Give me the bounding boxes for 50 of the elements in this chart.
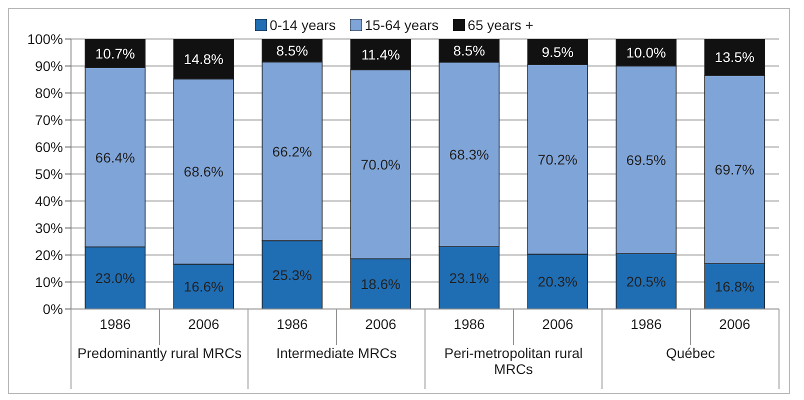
y-tick-label: 0% (42, 300, 63, 317)
y-tick-label: 100% (27, 30, 63, 47)
legend-label: 15-64 years (364, 17, 439, 33)
y-tick-label: 30% (34, 220, 63, 236)
data-label: 20.5% (626, 273, 666, 290)
x-tick-label: 1986 (630, 316, 662, 332)
data-label: 10.0% (626, 44, 666, 60)
x-tick-label: 2006 (188, 316, 220, 332)
data-label: 68.3% (449, 146, 490, 162)
data-label: 11.4% (361, 46, 400, 62)
data-label: 8.5% (453, 42, 486, 59)
x-tick-label: 2006 (719, 316, 751, 332)
data-label: 13.5% (714, 49, 755, 66)
data-label: 14.8% (184, 50, 224, 67)
x-tick-label: 2006 (542, 316, 574, 332)
y-tick-label: 50% (34, 166, 63, 182)
text: Québec (664, 345, 716, 361)
data-label: 16.8% (714, 278, 755, 294)
data-label: 10.7% (95, 45, 136, 62)
data-label: 23.1% (449, 270, 490, 286)
data-label: 70.2% (538, 151, 578, 168)
data-label: 25.3% (272, 266, 312, 283)
data-label: 16.6% (184, 278, 224, 295)
data-label: 23.0% (95, 270, 136, 286)
legend-label: 65 years + (468, 17, 534, 33)
legend-label: 0-14 years (270, 17, 336, 33)
data-label: 20.3% (538, 274, 578, 290)
data-label: 68.6% (184, 164, 224, 180)
data-label: 9.5% (542, 44, 574, 60)
y-tick-label: 70% (34, 112, 63, 128)
y-tick-label: 40% (34, 192, 63, 209)
x-tick-label: 2006 (365, 316, 397, 332)
data-label: 8.5% (276, 42, 308, 58)
data-label: 66.2% (272, 143, 312, 160)
text: Intermediate MRCs (275, 345, 398, 361)
text: Predominantly rural MRCs (76, 345, 243, 361)
x-tick-label: 1986 (276, 316, 308, 332)
x-tick-label: 1986 (100, 316, 132, 332)
data-label: 70.0% (360, 156, 401, 172)
y-tick-label: 10% (34, 274, 63, 290)
y-tick-label: 20% (34, 246, 63, 263)
y-tick-label: 60% (34, 138, 63, 155)
x-tick-label: 1986 (454, 316, 486, 332)
data-label: 69.5% (626, 152, 666, 168)
y-tick-label: 80% (34, 84, 63, 101)
y-tick-label: 90% (34, 58, 63, 74)
data-label: 66.4% (95, 149, 136, 166)
data-label: 18.6% (360, 276, 401, 292)
text: Peri-metropolitan rural MRCs (443, 345, 584, 377)
data-label: 69.7% (714, 162, 755, 178)
